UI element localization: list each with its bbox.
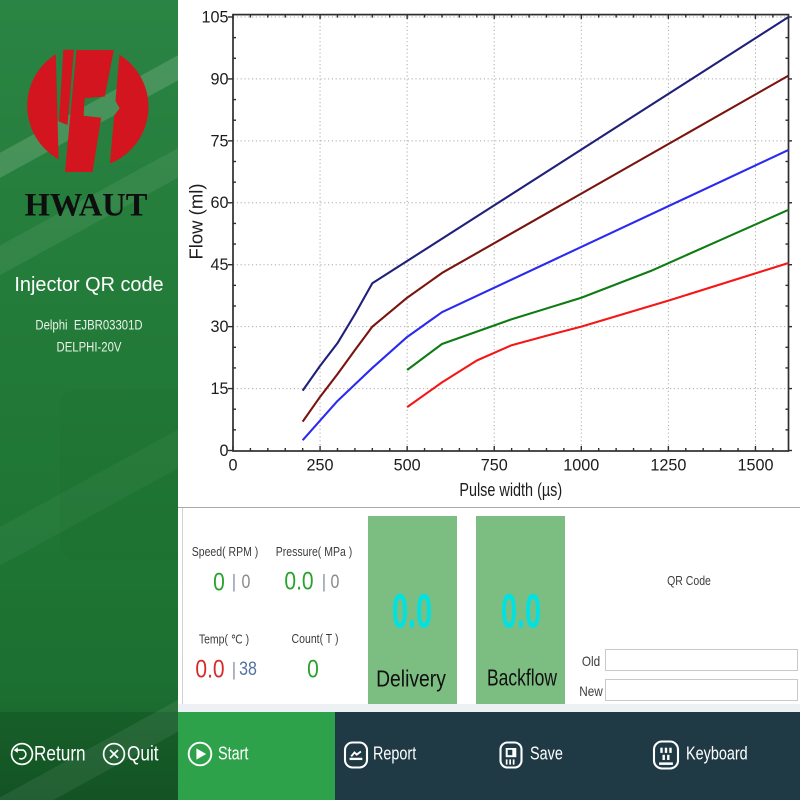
svg-text:Flow (ml): Flow (ml) [186,183,207,259]
svg-text:90: 90 [210,70,228,88]
svg-text:500: 500 [394,457,421,475]
svg-text:75: 75 [210,132,228,150]
svg-text:1500: 1500 [737,457,773,475]
svg-text:Pulse width (µs): Pulse width (µs) [459,479,562,500]
svg-text:1000: 1000 [563,457,599,475]
svg-text:45: 45 [210,256,228,274]
svg-text:15: 15 [210,380,228,398]
svg-text:0: 0 [219,442,228,460]
svg-text:60: 60 [210,194,228,212]
svg-text:105: 105 [201,8,228,26]
svg-text:0: 0 [228,457,237,475]
svg-text:1250: 1250 [650,457,686,475]
svg-text:30: 30 [210,318,228,336]
svg-text:250: 250 [307,457,334,475]
svg-text:750: 750 [481,457,508,475]
